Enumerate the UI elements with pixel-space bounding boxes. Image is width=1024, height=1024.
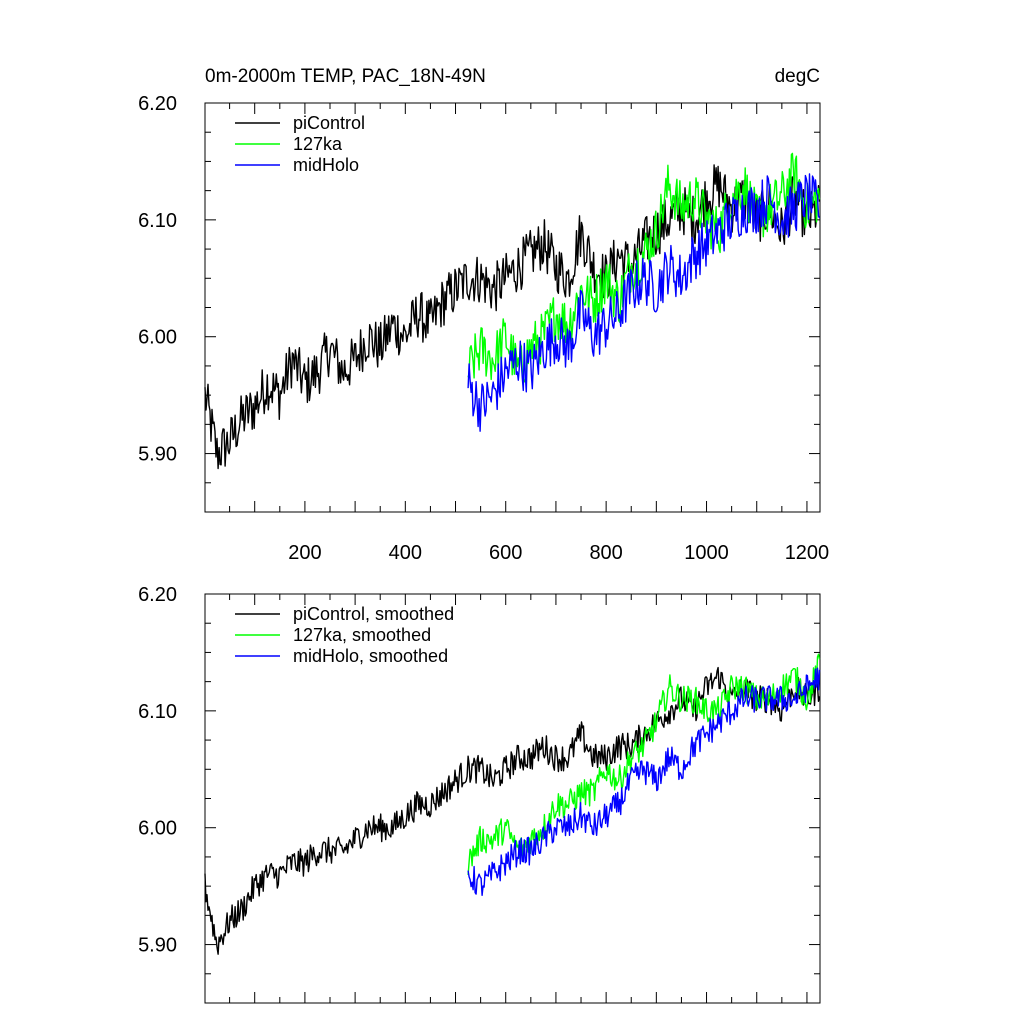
x-tick-label: 400: [389, 542, 422, 564]
series-line-picontrol: [204, 164, 821, 470]
y-tick-label: 6.10: [138, 701, 177, 723]
bottom-panel: 5.90 6.00 6.10 6.20 piControl, smoothed127ka…: [138, 584, 821, 1004]
legend-label: piControl: [293, 113, 365, 133]
y-tick-label: 6.20: [138, 93, 177, 115]
legend-label: midHolo, smoothed: [293, 646, 448, 666]
top-panel: 5.90 6.00 6.10 6.20 200 400 600 800 1000 1200 piCo…: [138, 93, 829, 564]
x-tick-label: 800: [589, 542, 622, 564]
y-tick-label: 6.00: [138, 327, 177, 349]
series-line-midholo: [467, 667, 821, 896]
x-tick-label: 1200: [785, 542, 830, 564]
x-tick-label: 600: [489, 542, 522, 564]
legend-label: piControl, smoothed: [293, 604, 454, 624]
y-tick-label: 6.00: [138, 818, 177, 840]
y-tick-label: 6.10: [138, 210, 177, 232]
legend-label: 127ka: [293, 134, 343, 154]
series-line-midholo: [467, 173, 821, 432]
y-tick-label: 6.20: [138, 584, 177, 606]
chart-title: 0m-2000m TEMP, PAC_18N-49N: [205, 66, 486, 87]
units-label: degC: [775, 66, 820, 87]
y-tick-label: 5.90: [138, 444, 177, 466]
y-tick-label: 5.90: [138, 935, 177, 957]
series-line-picontrol: [204, 666, 821, 955]
legend-label: 127ka, smoothed: [293, 625, 431, 645]
x-tick-label: 1000: [684, 542, 729, 564]
x-tick-label: 200: [288, 542, 321, 564]
legend-label: midHolo: [293, 155, 359, 175]
